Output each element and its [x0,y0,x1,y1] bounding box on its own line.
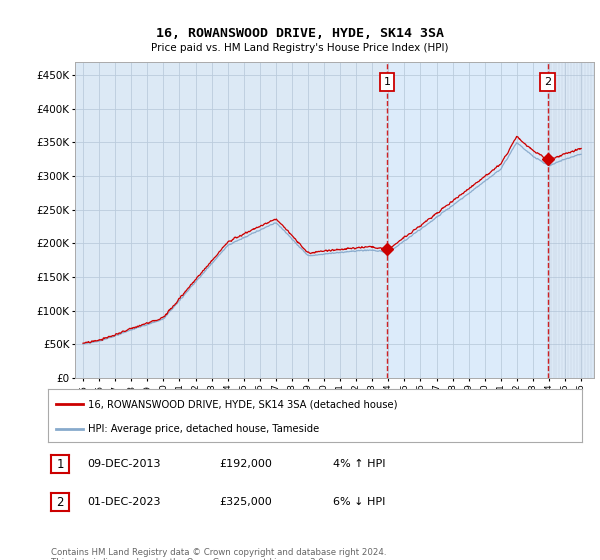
Text: 4% ↑ HPI: 4% ↑ HPI [333,459,386,469]
Text: 16, ROWANSWOOD DRIVE, HYDE, SK14 3SA: 16, ROWANSWOOD DRIVE, HYDE, SK14 3SA [156,27,444,40]
Text: 01-DEC-2023: 01-DEC-2023 [87,497,161,507]
Text: 1: 1 [383,77,391,87]
Bar [548,62,594,378]
Text: £325,000: £325,000 [219,497,272,507]
Text: 2: 2 [544,77,551,87]
Text: Price paid vs. HM Land Registry's House Price Index (HPI): Price paid vs. HM Land Registry's House … [151,43,449,53]
Text: 6% ↓ HPI: 6% ↓ HPI [333,497,385,507]
Text: 16, ROWANSWOOD DRIVE, HYDE, SK14 3SA (detached house): 16, ROWANSWOOD DRIVE, HYDE, SK14 3SA (de… [88,399,398,409]
Bar [387,62,548,378]
Text: £192,000: £192,000 [219,459,272,469]
Text: 2: 2 [56,496,64,509]
Text: HPI: Average price, detached house, Tameside: HPI: Average price, detached house, Tame… [88,424,319,434]
Text: 1: 1 [56,458,64,471]
Text: 09-DEC-2013: 09-DEC-2013 [87,459,161,469]
Text: Contains HM Land Registry data © Crown copyright and database right 2024.
This d: Contains HM Land Registry data © Crown c… [51,548,386,560]
